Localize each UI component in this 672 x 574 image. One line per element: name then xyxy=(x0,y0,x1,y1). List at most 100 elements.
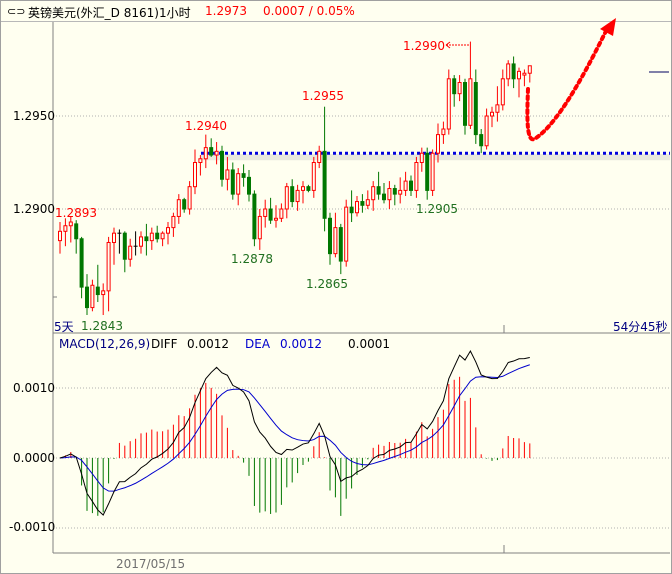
candle-body xyxy=(403,180,408,191)
candle-body xyxy=(214,150,219,156)
candle-body xyxy=(322,150,327,219)
candle-body xyxy=(198,158,203,163)
candle-body xyxy=(463,82,467,126)
candle-body xyxy=(317,150,322,163)
date-label: 2017/05/15 xyxy=(116,557,186,571)
candle-body xyxy=(284,186,289,210)
candle-body xyxy=(333,227,338,255)
candle-body xyxy=(90,284,95,309)
price-change: 0.0007 / 0.05% xyxy=(263,4,355,18)
candle-body xyxy=(171,215,176,229)
candle-body xyxy=(392,188,397,195)
candle-body xyxy=(301,186,305,191)
candle-body xyxy=(122,232,127,260)
candle-body xyxy=(144,236,149,242)
candle-body xyxy=(479,134,484,147)
candle-body xyxy=(457,82,462,95)
candle-body xyxy=(506,63,511,80)
candle-body xyxy=(166,227,170,234)
candle-body xyxy=(511,63,516,80)
candle-body xyxy=(468,78,473,126)
candle-body xyxy=(473,82,478,136)
candle-body xyxy=(279,208,284,219)
candle-body xyxy=(268,208,273,221)
candle-body xyxy=(441,128,446,136)
candle-body xyxy=(85,286,89,309)
last-price: 1.2973 xyxy=(205,4,247,18)
candle-body xyxy=(338,227,343,262)
candle-body xyxy=(436,134,440,154)
high-pointer-head xyxy=(445,41,451,49)
forecast-arrow-head xyxy=(600,18,616,36)
candle-body xyxy=(225,169,230,180)
candle-body xyxy=(398,189,403,195)
candle-body xyxy=(365,199,370,206)
candle-body xyxy=(79,238,84,288)
macd-tick: -0.0010 xyxy=(9,520,56,534)
candle-body xyxy=(274,217,278,221)
annotation-low: 1.2865 xyxy=(306,277,348,291)
candle-body xyxy=(500,78,505,106)
price-tick: 1.2950 xyxy=(13,109,55,123)
candle-body xyxy=(252,193,257,240)
candle-body xyxy=(382,193,386,201)
candle-body xyxy=(387,188,392,201)
annotation-high: 1.2940 xyxy=(185,119,227,133)
candle-body xyxy=(517,70,521,80)
macd-tick: 0.0010 xyxy=(13,381,55,395)
candle-body xyxy=(95,286,100,296)
candle-body xyxy=(247,176,251,195)
candle-body xyxy=(328,217,332,255)
macd-tick: 0.0000 xyxy=(13,451,55,465)
candle-body xyxy=(355,201,359,214)
candle-body xyxy=(409,180,413,191)
candle-body xyxy=(522,72,527,76)
candle-body xyxy=(419,152,424,163)
candle-body xyxy=(360,201,365,206)
candle-body xyxy=(414,162,419,191)
candle-body xyxy=(295,189,300,203)
symbol-title: 英镑美元(外汇_D 8161)1小时 xyxy=(28,6,191,20)
annotation-low: 1.2843 xyxy=(81,319,123,333)
link-icon[interactable]: ⊂⊃ xyxy=(7,5,26,18)
candle-body xyxy=(63,225,68,232)
macd-label: MACD(12,26,9) xyxy=(59,337,151,351)
annotation-high: 1.2955 xyxy=(302,89,344,103)
candle-body xyxy=(139,236,143,247)
candle-body xyxy=(290,186,295,203)
candle-body xyxy=(149,232,154,242)
candle-body xyxy=(193,162,197,188)
annotation-low: 1.2905 xyxy=(416,202,458,216)
candle-body xyxy=(263,208,268,217)
candle-body xyxy=(68,221,73,227)
candle-body xyxy=(371,186,376,201)
candle-body xyxy=(160,232,165,240)
candle-body xyxy=(182,199,187,210)
diff-value: 0.0012 xyxy=(187,337,229,351)
candle-body xyxy=(376,186,381,195)
candle-body xyxy=(176,199,181,217)
candle-body xyxy=(452,78,457,95)
candle-body xyxy=(128,245,133,260)
title-bar: ⊂⊃ 英镑美元(外汇_D 8161)1小时 1.2973 0.0007 / 0.… xyxy=(1,1,671,22)
dea-value: 0.0012 xyxy=(280,337,322,351)
candle-body xyxy=(220,150,224,180)
candle-body xyxy=(527,65,532,74)
diff-line xyxy=(59,349,530,516)
candle-body xyxy=(430,152,435,191)
candle-body xyxy=(101,290,106,296)
candle-body xyxy=(230,169,235,195)
candle-body xyxy=(484,115,489,147)
support-line-shadow xyxy=(201,154,670,161)
candle-body xyxy=(209,147,214,156)
macd-value: 0.0001 xyxy=(348,337,390,351)
candle-body xyxy=(58,230,62,242)
diff-label: DIFF xyxy=(151,337,178,351)
annotation-high: 1.2990 xyxy=(403,39,445,53)
annotation-low: 1.2878 xyxy=(231,252,273,266)
candle-body xyxy=(203,147,208,160)
candle-body xyxy=(106,241,111,292)
candle-body xyxy=(155,232,160,240)
price-tick: 1.2900 xyxy=(13,202,55,216)
